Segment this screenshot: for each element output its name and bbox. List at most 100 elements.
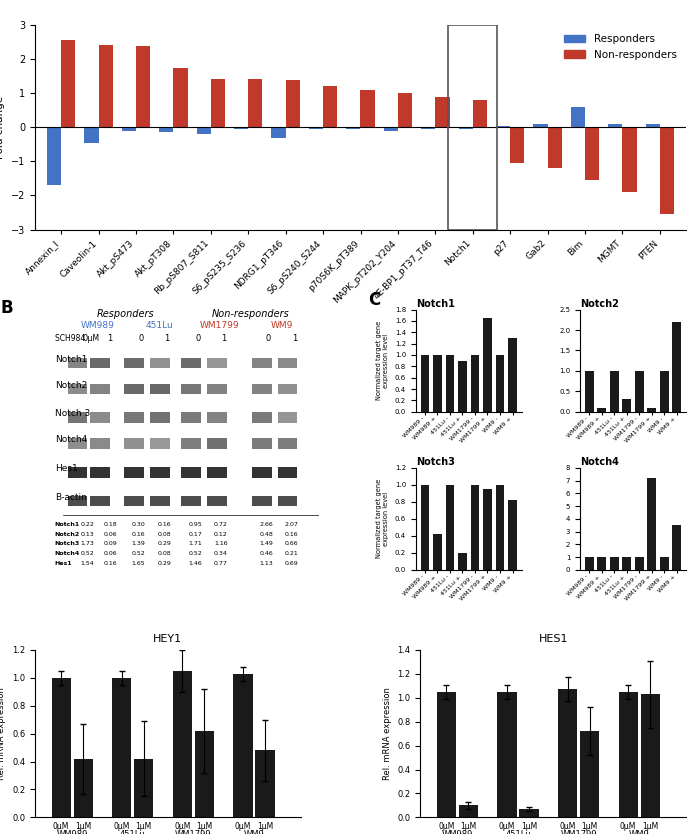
Bar: [510, 128, 524, 163]
Text: 0.17: 0.17: [188, 531, 202, 536]
Bar: [470, 355, 480, 412]
Bar: [660, 371, 668, 412]
Bar: [256, 751, 274, 817]
Bar: [597, 557, 606, 570]
FancyBboxPatch shape: [181, 495, 201, 506]
FancyBboxPatch shape: [252, 467, 272, 478]
Bar: [458, 553, 467, 570]
Text: 0.18: 0.18: [104, 521, 117, 526]
Text: Hes1: Hes1: [55, 464, 78, 473]
FancyBboxPatch shape: [68, 495, 88, 506]
Bar: [622, 557, 631, 570]
Bar: [421, 355, 429, 412]
FancyBboxPatch shape: [150, 495, 170, 506]
Bar: [608, 124, 622, 128]
Text: Notch 3: Notch 3: [55, 409, 90, 419]
Text: WM9: WM9: [271, 321, 293, 329]
Bar: [99, 45, 113, 128]
Text: 0.77: 0.77: [214, 561, 228, 566]
FancyBboxPatch shape: [125, 384, 144, 394]
Bar: [346, 128, 360, 129]
Text: 0.13: 0.13: [80, 531, 94, 536]
FancyBboxPatch shape: [181, 467, 201, 478]
Text: WM9: WM9: [244, 831, 265, 834]
Text: B: B: [1, 299, 13, 317]
Text: 0.08: 0.08: [158, 531, 171, 536]
Bar: [433, 355, 442, 412]
Text: Notch1: Notch1: [55, 354, 88, 364]
Text: 0: 0: [82, 334, 88, 343]
Bar: [547, 128, 562, 168]
Bar: [233, 674, 253, 817]
Bar: [619, 692, 638, 817]
Text: 0.16: 0.16: [158, 521, 171, 526]
Text: 451Lu: 451Lu: [146, 321, 174, 329]
Bar: [508, 500, 517, 570]
Bar: [398, 93, 412, 128]
Bar: [622, 128, 636, 192]
Bar: [458, 128, 472, 129]
FancyBboxPatch shape: [90, 384, 110, 394]
Text: Notch4: Notch4: [580, 457, 619, 467]
Bar: [173, 671, 192, 817]
Bar: [384, 128, 398, 131]
FancyBboxPatch shape: [278, 439, 298, 449]
Bar: [645, 124, 660, 128]
Bar: [622, 399, 631, 412]
Bar: [584, 557, 594, 570]
FancyBboxPatch shape: [252, 439, 272, 449]
FancyBboxPatch shape: [125, 467, 144, 478]
Bar: [496, 485, 505, 570]
Text: 0.12: 0.12: [214, 531, 228, 536]
Legend: Responders, Non-responders: Responders, Non-responders: [560, 30, 681, 63]
Bar: [597, 408, 606, 412]
Text: 1: 1: [221, 334, 226, 343]
Bar: [660, 128, 674, 214]
Bar: [473, 100, 487, 128]
Text: Notch4: Notch4: [55, 435, 87, 445]
FancyBboxPatch shape: [181, 439, 201, 449]
FancyBboxPatch shape: [150, 413, 170, 423]
FancyBboxPatch shape: [278, 495, 298, 506]
Bar: [498, 692, 517, 817]
Text: 0.21: 0.21: [285, 551, 299, 556]
Bar: [648, 408, 656, 412]
Text: 0.16: 0.16: [132, 531, 146, 536]
Bar: [610, 371, 619, 412]
Text: Notch3: Notch3: [416, 457, 454, 467]
Title: HES1: HES1: [538, 634, 568, 644]
Bar: [195, 731, 214, 817]
Bar: [360, 90, 374, 128]
Bar: [47, 128, 61, 185]
Text: 0.29: 0.29: [158, 541, 171, 546]
FancyBboxPatch shape: [90, 413, 110, 423]
Text: 0.46: 0.46: [260, 551, 273, 556]
Text: Notch1: Notch1: [55, 521, 80, 526]
FancyBboxPatch shape: [181, 384, 201, 394]
FancyBboxPatch shape: [125, 439, 144, 449]
Bar: [533, 124, 547, 128]
FancyBboxPatch shape: [181, 358, 201, 368]
Text: 0.08: 0.08: [158, 551, 171, 556]
Bar: [648, 478, 656, 570]
Bar: [673, 322, 681, 412]
FancyBboxPatch shape: [68, 439, 88, 449]
Bar: [234, 128, 248, 129]
Text: 0.69: 0.69: [285, 561, 299, 566]
Text: Notch1: Notch1: [416, 299, 454, 309]
Bar: [610, 557, 619, 570]
FancyBboxPatch shape: [90, 358, 110, 368]
Text: 0.16: 0.16: [104, 561, 117, 566]
FancyBboxPatch shape: [206, 358, 227, 368]
FancyBboxPatch shape: [252, 358, 272, 368]
FancyBboxPatch shape: [125, 413, 144, 423]
Text: 1: 1: [292, 334, 298, 343]
Text: 1.39: 1.39: [132, 541, 146, 546]
Bar: [272, 128, 286, 138]
Bar: [433, 535, 442, 570]
Bar: [673, 525, 681, 570]
FancyBboxPatch shape: [206, 413, 227, 423]
Bar: [134, 759, 153, 817]
Text: SCH984 μM: SCH984 μM: [55, 334, 99, 343]
Bar: [446, 485, 454, 570]
